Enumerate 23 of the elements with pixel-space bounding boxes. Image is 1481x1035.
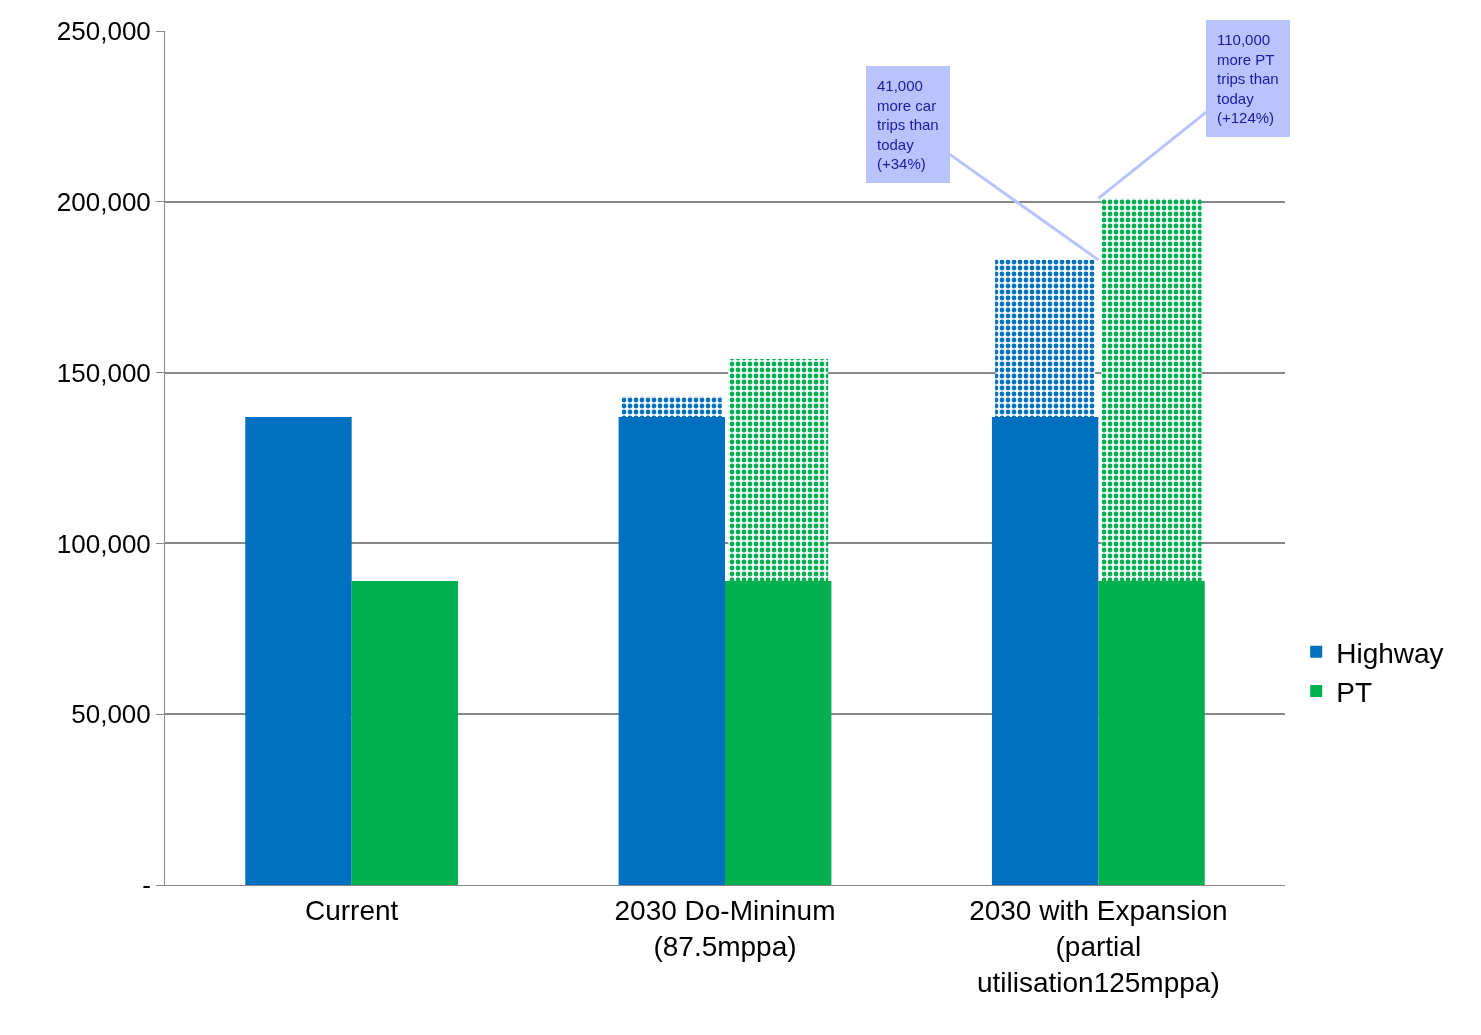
bar [621, 396, 722, 418]
bar [1101, 198, 1202, 581]
bar [728, 358, 829, 581]
y-tick-label: - [142, 870, 151, 901]
legend-label: Highway [1336, 637, 1444, 669]
x-tick-label: 2030 Do-Mininum (87.5mppa) [614, 894, 836, 962]
annotation: 110,000 more PT trips than today (+124%) [1217, 31, 1279, 126]
y-tick-label: 50,000 [71, 699, 151, 730]
bar [995, 259, 1096, 418]
bar [991, 417, 1099, 885]
bar [245, 417, 352, 885]
y-tick-label: 200,000 [56, 186, 151, 217]
annotation: 41,000 more car trips than today (+34%) [877, 77, 939, 172]
y-tick-label: 150,000 [56, 357, 151, 388]
bar [351, 580, 459, 885]
y-tick-label: 100,000 [56, 528, 151, 559]
bar [725, 580, 832, 885]
bar [1098, 580, 1205, 885]
x-tick-label: Current [304, 894, 399, 926]
x-tick-label: 2030 with Expansion (partial utilisation125mppa) [969, 894, 1228, 999]
y-tick-label: 250,000 [56, 16, 151, 47]
legend-label: PT [1336, 677, 1372, 709]
bar [618, 417, 725, 885]
